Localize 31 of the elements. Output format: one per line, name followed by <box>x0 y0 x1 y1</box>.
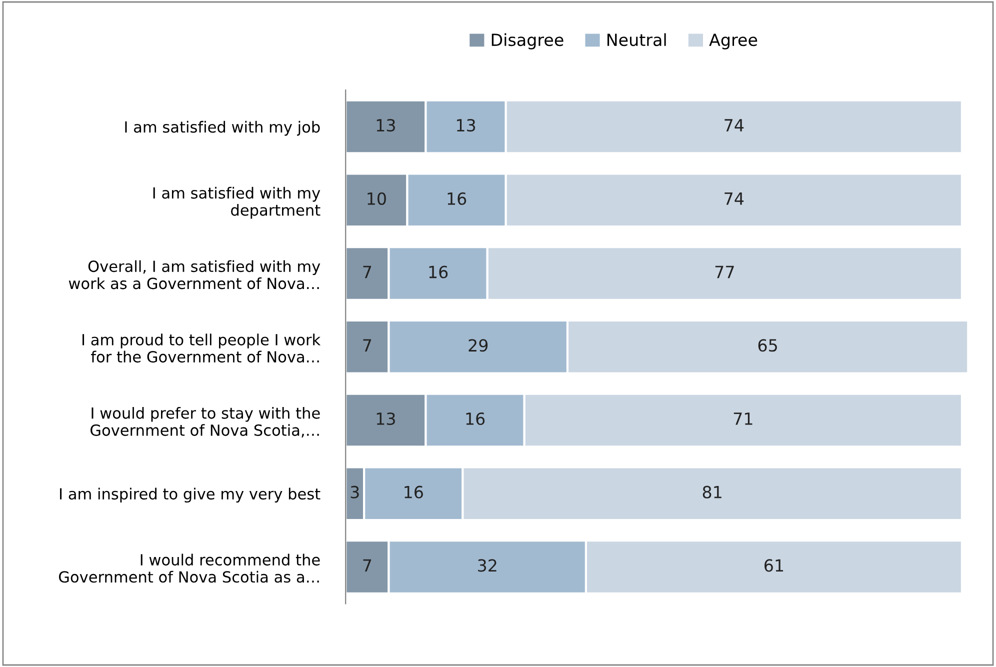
data-label: 16 <box>404 486 423 498</box>
data-label: 13 <box>376 118 395 132</box>
y-tick-label: I would recommend the Government of Nova Scotia as a… <box>59 554 320 583</box>
data-label: 16 <box>448 192 466 205</box>
data-label: 61 <box>764 559 784 572</box>
legend-label: Disagree <box>492 33 564 50</box>
y-tick-label: I am inspired to give my very best <box>60 488 320 503</box>
y-tick-label: I am satisfied with my job <box>125 120 320 136</box>
data-label: 74 <box>724 119 744 132</box>
data-label: 16 <box>429 266 448 278</box>
data-label: 77 <box>715 266 734 278</box>
data-label: 29 <box>468 339 488 352</box>
data-label: 13 <box>457 118 476 132</box>
data-label: 3 <box>350 486 359 498</box>
data-label: 7 <box>363 559 372 572</box>
data-label: 74 <box>724 192 744 205</box>
data-label: 7 <box>363 339 372 352</box>
data-label: 32 <box>478 559 496 572</box>
data-label: 16 <box>466 412 485 426</box>
data-label: 81 <box>702 486 722 498</box>
y-tick-label: Overall, I am satisfied with my work as a Government of Nova… <box>68 260 320 290</box>
data-label: 65 <box>758 339 777 352</box>
data-label: 13 <box>376 412 395 426</box>
legend-label: Agree <box>709 34 758 50</box>
y-tick-label: I am proud to tell people I work for the Government of Nova… <box>82 334 321 363</box>
data-label: 71 <box>734 412 752 425</box>
legend-label: Neutral <box>607 33 666 46</box>
y-tick-label: I would prefer to stay with the Government of Nova Scotia,… <box>90 407 320 438</box>
y-tick-label: I am satisfied with my department <box>153 186 320 219</box>
data-label: 7 <box>363 266 372 278</box>
data-label: 10 <box>368 192 386 205</box>
